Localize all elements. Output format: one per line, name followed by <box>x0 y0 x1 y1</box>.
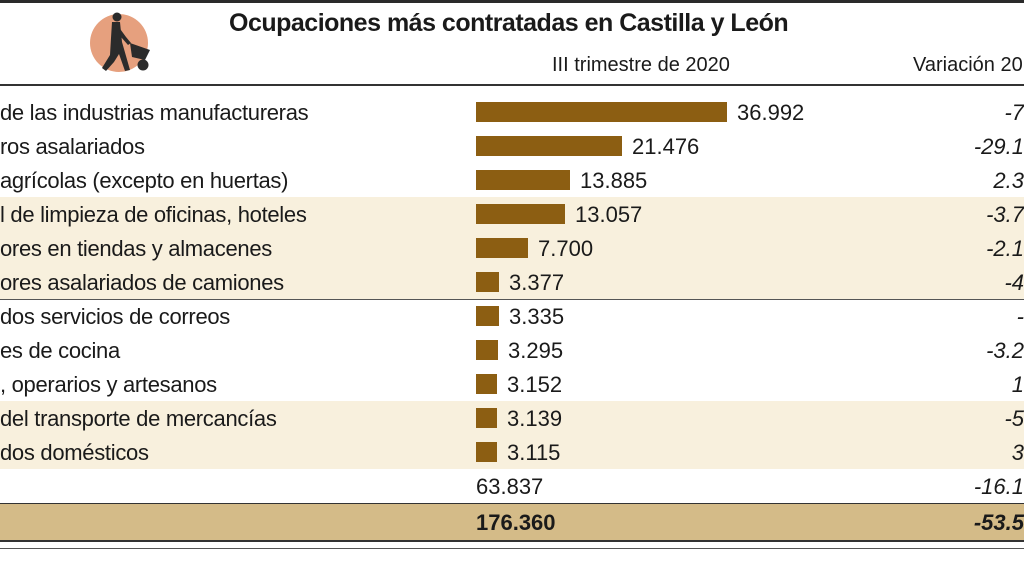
value-label: 13.057 <box>575 202 643 227</box>
other-value-label: 63.837 <box>476 474 544 499</box>
variation-label: - <box>1016 304 1024 329</box>
value-label: 3.139 <box>507 406 563 431</box>
table-row: es de cocina 3.295 -3.2 <box>0 333 1024 367</box>
total-variation-label: -53.5 <box>973 510 1024 535</box>
table-row: ores asalariados de camiones 3.377 -4 <box>0 265 1024 299</box>
occupation-label: del transporte de mercancías <box>0 406 277 431</box>
worker-wheelbarrow-icon <box>90 12 150 72</box>
variation-label: 3 <box>1011 440 1024 465</box>
value-label: 3.115 <box>507 440 561 465</box>
total-row: 176.360 -53.5 <box>0 504 1024 540</box>
occupation-label: l de limpieza de oficinas, hoteles <box>0 202 307 227</box>
value-label: 21.476 <box>632 134 700 159</box>
occupation-label: de las industrias manufactureras <box>0 100 309 125</box>
variation-label: -3.7 <box>986 202 1024 227</box>
value-label: 13.885 <box>580 168 648 193</box>
total-value-label: 176.360 <box>476 510 556 535</box>
value-label: 3.335 <box>509 304 565 329</box>
other-variation-label: -16.1 <box>973 474 1024 499</box>
data-bar <box>476 374 497 394</box>
occupation-label: dos servicios de correos <box>0 304 231 329</box>
value-label: 36.992 <box>737 100 805 125</box>
header-divider <box>0 84 1024 86</box>
variation-label: -3.2 <box>986 338 1024 363</box>
table-row: agrícolas (excepto en huertas) 13.885 2.3 <box>0 163 1024 197</box>
data-bar <box>476 340 498 360</box>
occupation-label: agrícolas (excepto en huertas) <box>0 168 289 193</box>
variation-label: -5 <box>1004 406 1024 431</box>
table-row: , operarios y artesanos 3.152 1 <box>0 367 1024 401</box>
table-row: ores en tiendas y almacenes 7.700 -2.1 <box>0 231 1024 265</box>
bottom-rule <box>0 548 1024 549</box>
data-bar <box>476 204 565 224</box>
variation-label: -4 <box>1004 270 1024 295</box>
occupation-label: ores en tiendas y almacenes <box>0 236 272 261</box>
data-bar <box>476 408 497 428</box>
variation-label: -2.1 <box>986 236 1024 261</box>
total-bottom-divider <box>0 540 1024 542</box>
variation-label: 1 <box>1011 372 1024 397</box>
column-header-variation: Variación 20 <box>913 54 1023 76</box>
table-row: dos domésticos 3.115 3 <box>0 435 1024 469</box>
column-header-period: III trimestre de 2020 <box>552 54 730 76</box>
other-row: 63.837 -16.1 <box>0 469 1024 503</box>
value-label: 3.295 <box>508 338 564 363</box>
variation-label: -29.1 <box>973 134 1024 159</box>
occupation-label: ros asalariados <box>0 134 145 159</box>
data-bar <box>476 238 528 258</box>
occupation-label: ores asalariados de camiones <box>0 270 284 295</box>
top-rule <box>0 0 1024 3</box>
data-bar <box>476 136 622 156</box>
occupation-label: , operarios y artesanos <box>0 372 217 397</box>
data-bar <box>476 442 497 462</box>
occupation-label: dos domésticos <box>0 440 149 465</box>
value-label: 3.377 <box>509 270 565 295</box>
data-bar <box>476 170 570 190</box>
variation-label: -7 <box>1004 100 1024 125</box>
value-label: 3.152 <box>507 372 563 397</box>
data-bar <box>476 102 727 122</box>
group-divider <box>0 299 1024 300</box>
table-row: de las industrias manufactureras 36.992 -7 <box>0 95 1024 129</box>
table-row: dos servicios de correos 3.335 - <box>0 299 1024 333</box>
variation-label: 2.3 <box>993 168 1024 193</box>
data-bar <box>476 306 499 326</box>
table-row: ros asalariados 21.476 -29.1 <box>0 129 1024 163</box>
value-label: 7.700 <box>538 236 594 261</box>
occupation-label: es de cocina <box>0 338 120 363</box>
table-row: del transporte de mercancías 3.139 -5 <box>0 401 1024 435</box>
chart-title: Ocupaciones más contratadas en Castilla … <box>229 9 789 37</box>
table-row: l de limpieza de oficinas, hoteles 13.057… <box>0 197 1024 231</box>
data-bar <box>476 272 499 292</box>
